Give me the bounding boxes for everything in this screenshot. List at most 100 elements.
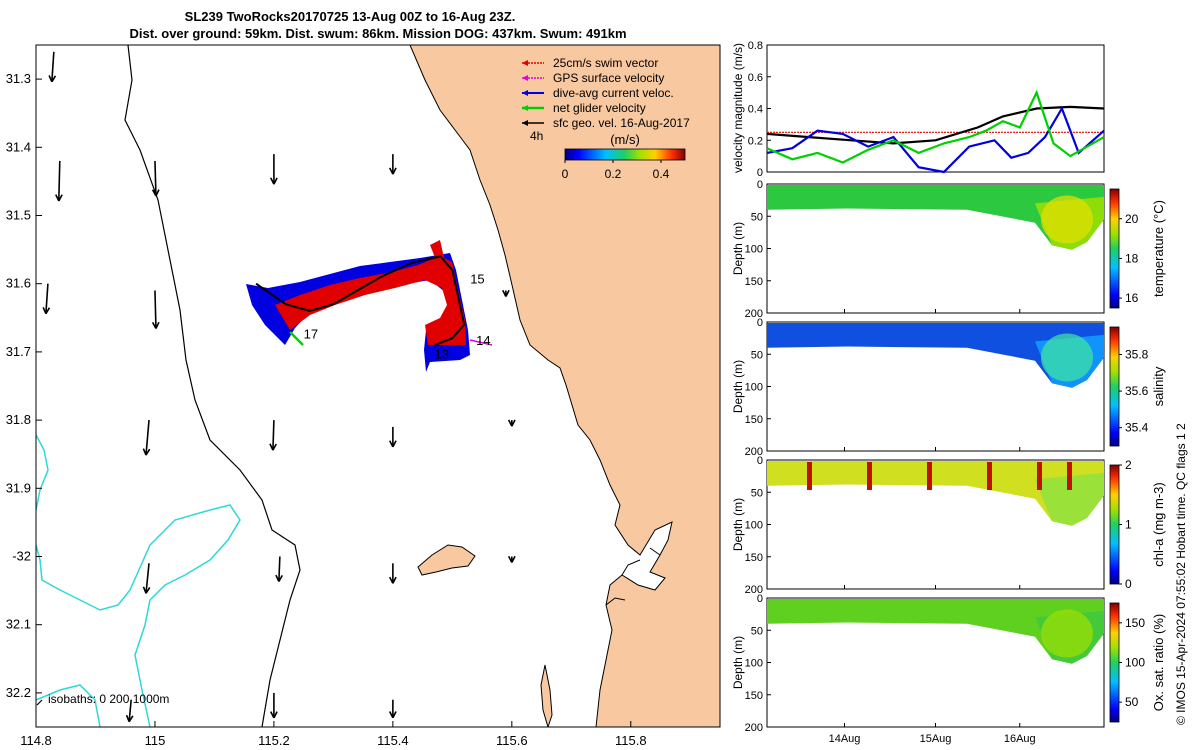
scale-label-4h: 4h — [530, 129, 543, 143]
section-colorbar-tick-label: 18 — [1125, 251, 1139, 265]
legend-entry-dive-avg: dive-avg current veloc. — [522, 86, 674, 100]
current-vector-arrowhead — [388, 576, 397, 584]
section-ytick-label: 100 — [745, 382, 763, 394]
coastline-detail — [605, 547, 661, 606]
section-ytick-label: 0 — [757, 593, 763, 605]
map-frame — [35, 44, 721, 728]
track-labels: 15 14 17 13 — [304, 272, 491, 362]
island-rottnest — [417, 544, 476, 576]
velocity-ytick-label: 0.4 — [748, 104, 763, 116]
legend-label-dive-avg: dive-avg current veloc. — [553, 86, 674, 100]
current-vector-arrowhead — [388, 711, 397, 719]
velocity-ytick-label: 0 — [757, 167, 763, 179]
velocity-series-line — [766, 105, 1105, 174]
map-axes: 114.8 115 115.2 115.4 115.6 115.8 31.3 31.4 31.5… — [6, 71, 647, 748]
current-vector — [57, 160, 61, 201]
current-vector-arrowhead — [151, 189, 160, 197]
map-ytick-label: 31.7 — [6, 344, 31, 359]
section-colorbar-tick-label: 35.8 — [1125, 347, 1149, 361]
map-xtick-label: 115.8 — [615, 733, 647, 748]
map-xtick-label: 115.4 — [377, 733, 409, 748]
chla-maximum-column — [867, 462, 872, 490]
section-highlight — [1041, 609, 1093, 658]
section-panel-temperature: 0 50 100 150 200 Depth (m) 16 18 20 temperature (… — [731, 179, 1166, 320]
velocity-series-line — [766, 105, 1105, 145]
map-ytick-label: 32.1 — [6, 617, 31, 632]
isobath-200m — [124, 45, 301, 727]
section-ylabel: Depth (m) — [731, 636, 745, 689]
section-colorbar — [1109, 188, 1120, 309]
title-line-2: Dist. over ground: 59km. Dist. swum: 86k… — [129, 26, 626, 41]
current-vectors — [42, 51, 516, 723]
map-colorbar-tick-label: 0.4 — [653, 167, 670, 181]
section-ytick-label: 50 — [751, 625, 763, 637]
velocity-series-line — [766, 89, 1105, 164]
map-colorbar-tick-label: 0.2 — [605, 167, 622, 181]
section-ytick-label: 0 — [757, 455, 763, 467]
section-colorbar-tick-label: 35.6 — [1125, 384, 1149, 398]
section-colorbar — [1109, 326, 1120, 447]
section-colorbar-label: Ox. sat. ratio (%) — [1151, 614, 1166, 712]
section-ytick-label: 150 — [745, 690, 763, 702]
section-ytick-label: 150 — [745, 276, 763, 288]
velocity-ytick-label: 0.2 — [748, 135, 763, 147]
chla-maximum-column — [807, 462, 812, 490]
legend-label-sfc-geo: sfc geo. vel. 16-Aug-2017 — [553, 116, 690, 130]
imos-credit: © IMOS 15-Apr-2024 07:55:02 Hobart time.… — [1174, 423, 1188, 725]
section-ytick-label: 0 — [757, 317, 763, 329]
section-data-fill — [767, 323, 1104, 388]
section-colorbar-tick-label: 1 — [1125, 518, 1132, 532]
section-ylabel: Depth (m) — [731, 222, 745, 275]
map-ytick-label: 31.6 — [6, 276, 31, 291]
velocity-lines — [766, 89, 1105, 174]
gps-velocity-arrow — [469, 339, 493, 346]
section-colorbar — [1109, 602, 1120, 723]
chla-maximum-column — [927, 462, 932, 490]
land-mass — [409, 45, 720, 727]
section-xtick-label: 15Aug — [920, 733, 952, 745]
chla-maximum-column — [987, 462, 992, 490]
current-vector-arrowhead — [125, 714, 134, 723]
section-colorbar-tick-label: 20 — [1125, 212, 1139, 226]
current-vector-arrowhead — [142, 448, 151, 456]
section-ytick-label: 100 — [745, 658, 763, 670]
section-ytick-label: 200 — [745, 308, 763, 320]
glider-track — [255, 255, 466, 347]
section-ytick-label: 100 — [745, 244, 763, 256]
velocity-axes: 0 0.2 0.4 0.6 0.8 — [748, 40, 771, 179]
section-panel-salinity: 0 50 100 150 200 Depth (m) 35.4 35.6 35.8salinit… — [731, 317, 1166, 458]
isobaths-marker-icon — [36, 699, 43, 706]
section-panel-oxygen: 0 50 100 150 200 Depth (m) 50 100 150 Ox. sat. ra… — [731, 593, 1166, 745]
section-colorbar-tick-label: 50 — [1125, 695, 1139, 709]
current-vector-arrowhead — [48, 75, 57, 83]
section-data-fill — [767, 461, 1104, 526]
current-vector — [145, 563, 150, 594]
legend-entry-swim: 25cm/s swim vector — [522, 56, 658, 70]
legend-label-gps: GPS surface velocity — [553, 71, 664, 85]
map-ytick-label: 31.3 — [6, 71, 31, 86]
section-colorbar-tick-label: 2 — [1125, 458, 1132, 472]
map-panel: 15 14 17 13 25cm/s swim vector GPS surface … — [6, 44, 721, 748]
section-ylabel: Depth (m) — [731, 360, 745, 413]
swim-vector-swath — [275, 256, 466, 345]
map-xtick-label: 115.2 — [258, 733, 290, 748]
legend-entry-gps: GPS surface velocity — [522, 71, 664, 85]
section-ytick-label: 0 — [757, 179, 763, 191]
current-vector — [51, 51, 55, 82]
section-highlight — [1041, 333, 1093, 382]
section-colorbar-tick-label: 150 — [1125, 616, 1145, 630]
current-vector — [154, 290, 157, 329]
map-colorbar-tick-label: 0 — [562, 167, 569, 181]
current-vector-arrowhead — [275, 574, 283, 582]
section-colorbar-tick-label: 35.4 — [1125, 421, 1149, 435]
section-colorbar-label: chl-a (mg m-3) — [1151, 482, 1166, 567]
current-vector-arrowhead — [270, 177, 278, 185]
chla-maximum-column — [1067, 462, 1072, 490]
section-ytick-label: 100 — [745, 520, 763, 532]
current-vector-arrowhead — [388, 440, 397, 448]
colorbar-unit-label: (m/s) — [610, 132, 640, 147]
section-ytick-label: 200 — [745, 722, 763, 734]
title-line-1: SL239 TwoRocks20170725 13-Aug 00Z to 16-… — [185, 9, 516, 24]
dive-avg-swath — [246, 253, 470, 372]
current-vector-arrowhead — [270, 711, 278, 719]
